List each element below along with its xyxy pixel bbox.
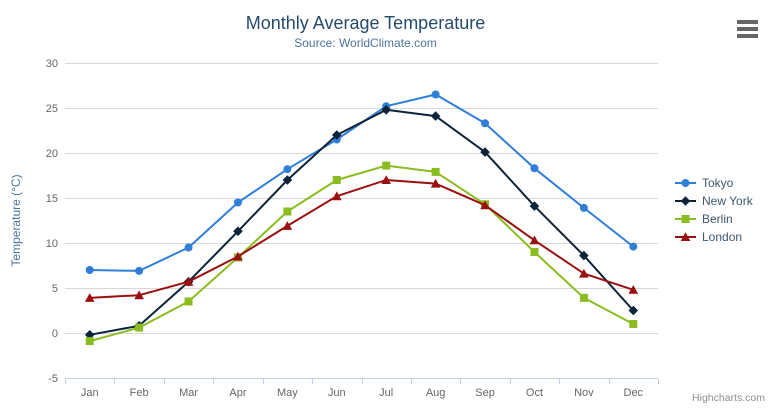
legend-item-new-york[interactable]: New York bbox=[674, 194, 753, 208]
data-point-new-york[interactable] bbox=[84, 330, 95, 340]
y-axis-tick-label: 30 bbox=[46, 58, 58, 70]
data-point-berlin[interactable] bbox=[431, 167, 440, 176]
y-axis-title: Temperature (°C) bbox=[9, 174, 23, 266]
series-line-london bbox=[88, 179, 635, 299]
legend-label: London bbox=[702, 230, 743, 244]
data-point-tokyo[interactable] bbox=[184, 243, 193, 252]
legend-symbol-london bbox=[680, 232, 691, 241]
data-point-berlin[interactable] bbox=[579, 293, 588, 302]
legend-marker-icon bbox=[675, 215, 696, 223]
data-point-berlin[interactable] bbox=[382, 161, 391, 170]
data-point-london[interactable] bbox=[381, 175, 392, 184]
data-point-new-york[interactable] bbox=[628, 305, 639, 316]
data-point-london[interactable] bbox=[430, 178, 441, 188]
data-point-berlin[interactable] bbox=[629, 320, 638, 328]
y-axis-tick-label: 0 bbox=[52, 328, 58, 340]
series-new-york bbox=[84, 105, 639, 340]
data-point-new-york[interactable] bbox=[381, 105, 392, 115]
chart-subtitle: Source: WorldClimate.com bbox=[294, 36, 437, 50]
data-point-tokyo[interactable] bbox=[481, 119, 490, 128]
y-axis-tick-label: -5 bbox=[48, 373, 58, 385]
data-point-new-york[interactable] bbox=[233, 226, 243, 237]
series-line-new-york bbox=[88, 108, 635, 336]
data-point-tokyo[interactable] bbox=[233, 198, 242, 207]
data-point-berlin[interactable] bbox=[283, 207, 292, 216]
x-axis-tick-label: Oct bbox=[526, 387, 543, 399]
data-point-tokyo[interactable] bbox=[85, 266, 94, 274]
legend-item-tokyo[interactable]: Tokyo bbox=[674, 176, 753, 190]
data-point-new-york[interactable] bbox=[331, 130, 342, 140]
data-point-london[interactable] bbox=[628, 285, 639, 294]
legend-label: Tokyo bbox=[702, 176, 734, 190]
data-point-london[interactable] bbox=[480, 200, 490, 210]
legend-label: Berlin bbox=[702, 212, 733, 226]
data-point-new-york[interactable] bbox=[529, 201, 540, 211]
data-point-berlin[interactable] bbox=[85, 337, 94, 346]
data-point-london[interactable] bbox=[134, 290, 144, 300]
x-axis-tick-label: Nov bbox=[574, 387, 594, 399]
data-point-tokyo[interactable] bbox=[431, 90, 440, 99]
data-point-london[interactable] bbox=[529, 235, 540, 245]
hamburger-icon bbox=[737, 34, 758, 38]
data-point-tokyo[interactable] bbox=[283, 165, 292, 174]
y-axis-tick-label: 15 bbox=[46, 193, 58, 205]
data-point-berlin[interactable] bbox=[530, 248, 539, 256]
data-point-berlin[interactable] bbox=[135, 323, 144, 332]
data-point-berlin[interactable] bbox=[184, 297, 193, 306]
hamburger-icon bbox=[737, 20, 758, 24]
x-axis-tick-label: Jan bbox=[81, 387, 99, 399]
y-axis-tick-label: 5 bbox=[52, 283, 58, 295]
data-point-tokyo[interactable] bbox=[629, 242, 638, 251]
data-point-tokyo[interactable] bbox=[135, 266, 144, 275]
data-point-london[interactable] bbox=[579, 268, 589, 278]
legend-symbol-tokyo bbox=[681, 179, 690, 187]
y-axis-tick-label: 25 bbox=[46, 103, 58, 115]
legend-marker-icon bbox=[675, 196, 696, 206]
x-axis-tick-label: Jun bbox=[328, 387, 346, 399]
data-point-tokyo[interactable] bbox=[530, 164, 539, 173]
chart-title: Monthly Average Temperature bbox=[245, 13, 486, 33]
series-tokyo bbox=[85, 90, 638, 275]
data-point-london[interactable] bbox=[84, 293, 95, 302]
data-point-london[interactable] bbox=[183, 276, 194, 286]
legend-symbol-berlin bbox=[681, 215, 690, 223]
data-point-london[interactable] bbox=[233, 251, 243, 261]
data-point-berlin[interactable] bbox=[332, 176, 341, 184]
x-axis-tick-label: Apr bbox=[229, 387, 246, 399]
x-axis-tick-label: May bbox=[277, 387, 298, 399]
x-axis-tick-label: Jul bbox=[379, 387, 393, 399]
data-point-london[interactable] bbox=[331, 191, 342, 201]
legend-item-london[interactable]: London bbox=[674, 230, 753, 244]
data-point-new-york[interactable] bbox=[430, 111, 441, 121]
x-axis-tick-label: Dec bbox=[624, 387, 644, 399]
legend: Tokyo New York Berlin London bbox=[674, 176, 753, 244]
legend-marker-icon bbox=[675, 179, 696, 187]
export-menu-button[interactable] bbox=[737, 20, 759, 38]
series-line-berlin bbox=[88, 164, 635, 343]
legend-item-berlin[interactable]: Berlin bbox=[674, 212, 753, 226]
data-point-new-york[interactable] bbox=[579, 250, 589, 261]
x-axis-tick-label: Aug bbox=[426, 387, 446, 399]
series-london bbox=[84, 175, 639, 302]
series-line-tokyo bbox=[88, 93, 635, 272]
legend-label: New York bbox=[702, 194, 753, 208]
legend-marker-icon bbox=[675, 232, 696, 241]
hamburger-icon bbox=[737, 27, 758, 31]
x-axis-tick-label: Mar bbox=[179, 387, 198, 399]
y-axis-tick-label: 20 bbox=[46, 148, 58, 160]
data-point-london[interactable] bbox=[282, 221, 293, 230]
data-point-new-york[interactable] bbox=[282, 175, 293, 185]
legend-symbol-new-york bbox=[680, 196, 691, 206]
data-point-new-york[interactable] bbox=[480, 147, 490, 157]
y-axis-tick-label: 10 bbox=[46, 238, 58, 250]
credits-link[interactable]: Highcharts.com bbox=[692, 392, 765, 404]
data-point-tokyo[interactable] bbox=[579, 203, 588, 212]
x-axis-tick-label: Feb bbox=[130, 387, 149, 399]
x-axis-tick-label: Sep bbox=[475, 387, 495, 399]
